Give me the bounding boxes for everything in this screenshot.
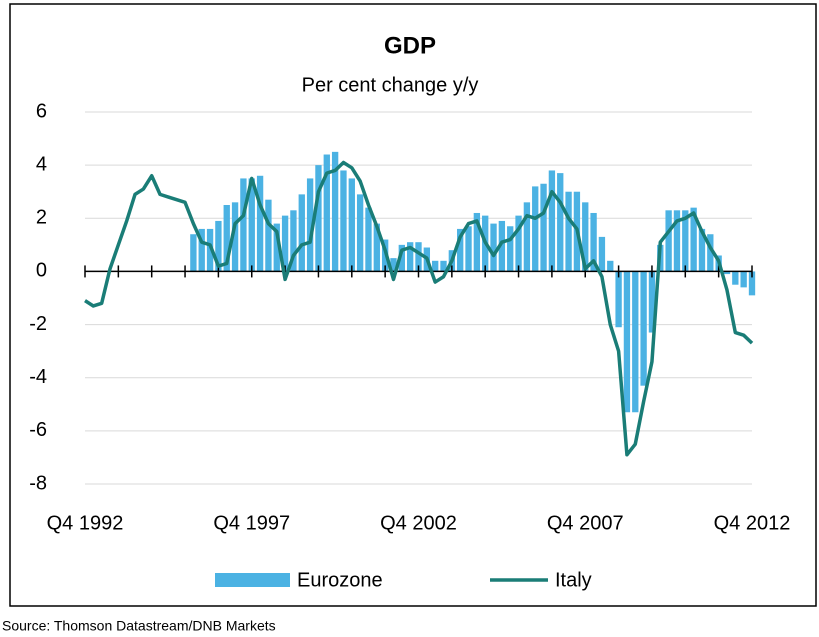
y-tick-label: 4 xyxy=(36,153,47,175)
bar xyxy=(590,212,597,272)
bar xyxy=(682,210,689,272)
bar xyxy=(306,178,314,272)
legend-swatch xyxy=(215,573,290,587)
y-tick-label: 0 xyxy=(36,260,47,282)
bar xyxy=(298,194,305,272)
bar xyxy=(440,260,447,272)
bar xyxy=(281,215,289,272)
bar xyxy=(240,178,247,272)
chart-subtitle: Per cent change y/y xyxy=(302,74,479,96)
bar xyxy=(473,212,481,272)
line xyxy=(84,160,754,457)
bar xyxy=(348,178,355,272)
bar xyxy=(415,242,422,272)
bar xyxy=(582,202,589,272)
bar xyxy=(248,178,255,272)
bar xyxy=(432,260,439,272)
bar xyxy=(365,207,372,272)
bar xyxy=(607,260,614,272)
bar xyxy=(673,210,681,272)
bar xyxy=(465,226,472,272)
chart-frame xyxy=(9,3,817,607)
bar xyxy=(740,271,747,288)
bar xyxy=(331,151,339,272)
bar xyxy=(515,215,522,272)
bar xyxy=(723,271,731,275)
y-tick-label: 6 xyxy=(36,100,47,122)
bar xyxy=(507,226,514,272)
bar xyxy=(498,220,506,272)
x-tick-label: Q4 2012 xyxy=(714,512,791,534)
bar xyxy=(523,202,531,272)
bar xyxy=(690,207,697,272)
bar xyxy=(532,186,539,272)
x-tick-label: Q4 1992 xyxy=(47,512,124,534)
y-tick-label: -2 xyxy=(29,313,47,335)
bar xyxy=(390,258,397,272)
bar xyxy=(265,199,272,272)
bar xyxy=(398,244,405,272)
y-tick-label: -4 xyxy=(29,366,47,388)
bar xyxy=(190,234,197,272)
bar xyxy=(373,223,380,272)
y-tick-label: 2 xyxy=(36,207,47,229)
bar xyxy=(598,236,606,272)
bar xyxy=(457,228,464,272)
bar xyxy=(256,175,264,272)
legend-label: Italy xyxy=(555,569,592,591)
bar xyxy=(315,165,322,272)
x-tick-label: Q4 2002 xyxy=(380,512,457,534)
y-tick-label: -6 xyxy=(29,419,47,441)
bar xyxy=(206,228,214,272)
bar xyxy=(748,271,756,296)
bar xyxy=(623,271,631,413)
bar xyxy=(548,170,556,272)
bar xyxy=(557,173,564,272)
bar xyxy=(640,271,647,386)
bar xyxy=(323,154,330,272)
bar xyxy=(648,271,656,333)
bar xyxy=(565,191,572,272)
legend-label: Eurozone xyxy=(297,569,383,591)
bar xyxy=(223,205,230,272)
bar xyxy=(198,228,205,272)
bar xyxy=(215,220,222,272)
bar xyxy=(273,223,280,272)
source-note: Source: Thomson Datastream/DNB Markets xyxy=(2,618,276,634)
bar xyxy=(732,271,739,285)
bar xyxy=(698,228,706,272)
bar xyxy=(707,234,714,272)
y-tick-label: -8 xyxy=(29,472,47,494)
bar xyxy=(356,194,364,272)
bar xyxy=(665,210,672,272)
bar xyxy=(340,170,347,272)
bar xyxy=(231,202,239,272)
bar xyxy=(290,210,297,272)
bar xyxy=(632,271,639,413)
bar xyxy=(615,271,622,328)
bar xyxy=(406,242,414,272)
x-tick-label: Q4 2007 xyxy=(547,512,624,534)
bar xyxy=(540,183,547,272)
chart-title: GDP xyxy=(384,32,436,59)
x-tick-label: Q4 1997 xyxy=(213,512,290,534)
bar xyxy=(490,223,497,272)
